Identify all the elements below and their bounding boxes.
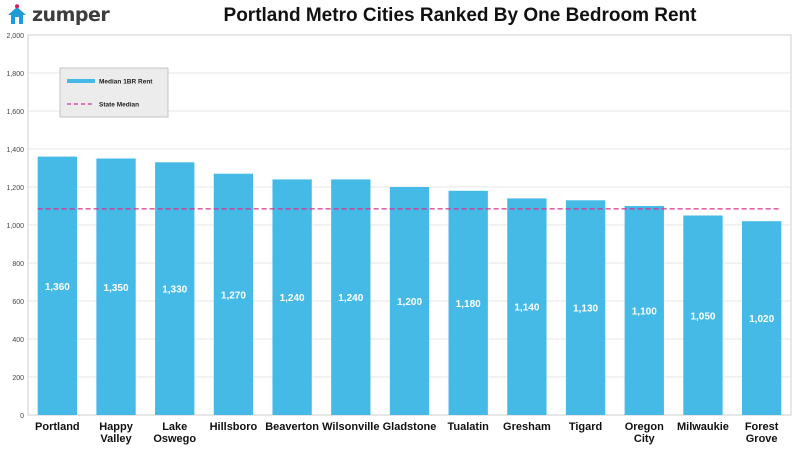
x-tick-label: Tigard xyxy=(569,421,602,433)
bar xyxy=(389,187,430,415)
x-tick-label: Grove xyxy=(746,433,778,445)
x-tick-label: Lake xyxy=(162,421,187,433)
y-tick-label: 1,600 xyxy=(6,109,24,116)
x-tick-label: City xyxy=(634,433,656,445)
data-label: 1,270 xyxy=(221,290,246,301)
bar xyxy=(448,190,488,415)
y-tick-label: 2,000 xyxy=(6,33,24,40)
y-tick-label: 1,800 xyxy=(6,71,24,78)
x-tick-label: Portland xyxy=(35,421,80,433)
data-label: 1,330 xyxy=(162,285,187,296)
bar xyxy=(213,173,254,415)
x-tick-label: Beaverton xyxy=(265,421,319,433)
x-tick-label: Milwaukie xyxy=(677,421,729,433)
legend-box xyxy=(59,67,169,118)
x-tick-label: Hillsboro xyxy=(210,421,258,433)
bar xyxy=(272,179,312,415)
y-tick-label: 200 xyxy=(12,375,24,382)
data-label: 1,350 xyxy=(104,283,129,294)
x-tick-label: Tualatin xyxy=(448,421,490,433)
x-tick-label: Valley xyxy=(100,433,132,445)
y-tick-label: 600 xyxy=(12,299,24,306)
data-label: 1,240 xyxy=(338,293,363,304)
legend-label: State Median xyxy=(99,102,139,109)
y-tick-label: 400 xyxy=(12,337,24,344)
y-tick-label: 800 xyxy=(12,261,24,268)
x-tick-label: Oswego xyxy=(153,433,196,445)
data-label: 1,050 xyxy=(690,311,715,322)
x-tick-label: Gladstone xyxy=(383,421,437,433)
data-label: 1,180 xyxy=(456,299,481,310)
y-tick-label: 0 xyxy=(20,413,24,420)
x-tick-label: Forest xyxy=(745,421,779,433)
bar xyxy=(155,162,195,415)
bar xyxy=(683,215,723,415)
brand-name: zumper xyxy=(32,4,110,26)
x-tick-label: Gresham xyxy=(503,421,551,433)
data-label: 1,100 xyxy=(632,307,657,318)
x-tick-label: Happy xyxy=(99,421,134,433)
y-tick-label: 1,200 xyxy=(6,185,24,192)
bar xyxy=(565,200,606,415)
data-label: 1,200 xyxy=(397,297,422,308)
data-label: 1,130 xyxy=(573,304,598,315)
zumper-logo: zumper xyxy=(6,4,110,26)
x-tick-label: Wilsonville xyxy=(322,421,379,433)
y-tick-label: 1,000 xyxy=(6,223,24,230)
data-label: 1,360 xyxy=(45,282,70,293)
data-label: 1,240 xyxy=(280,293,305,304)
chart-title: Portland Metro Cities Ranked By One Bedr… xyxy=(223,5,697,26)
bar xyxy=(507,198,547,415)
data-label: 1,140 xyxy=(514,303,539,314)
bar xyxy=(624,206,664,415)
bar xyxy=(331,179,371,415)
bar xyxy=(96,158,136,415)
house-icon xyxy=(8,4,26,24)
bar xyxy=(741,221,782,415)
bar xyxy=(37,156,78,415)
y-tick-label: 1,400 xyxy=(6,147,24,154)
x-tick-label: Oregon xyxy=(625,421,664,433)
data-label: 1,020 xyxy=(749,314,774,325)
legend-label: Median 1BR Rent xyxy=(99,79,153,86)
